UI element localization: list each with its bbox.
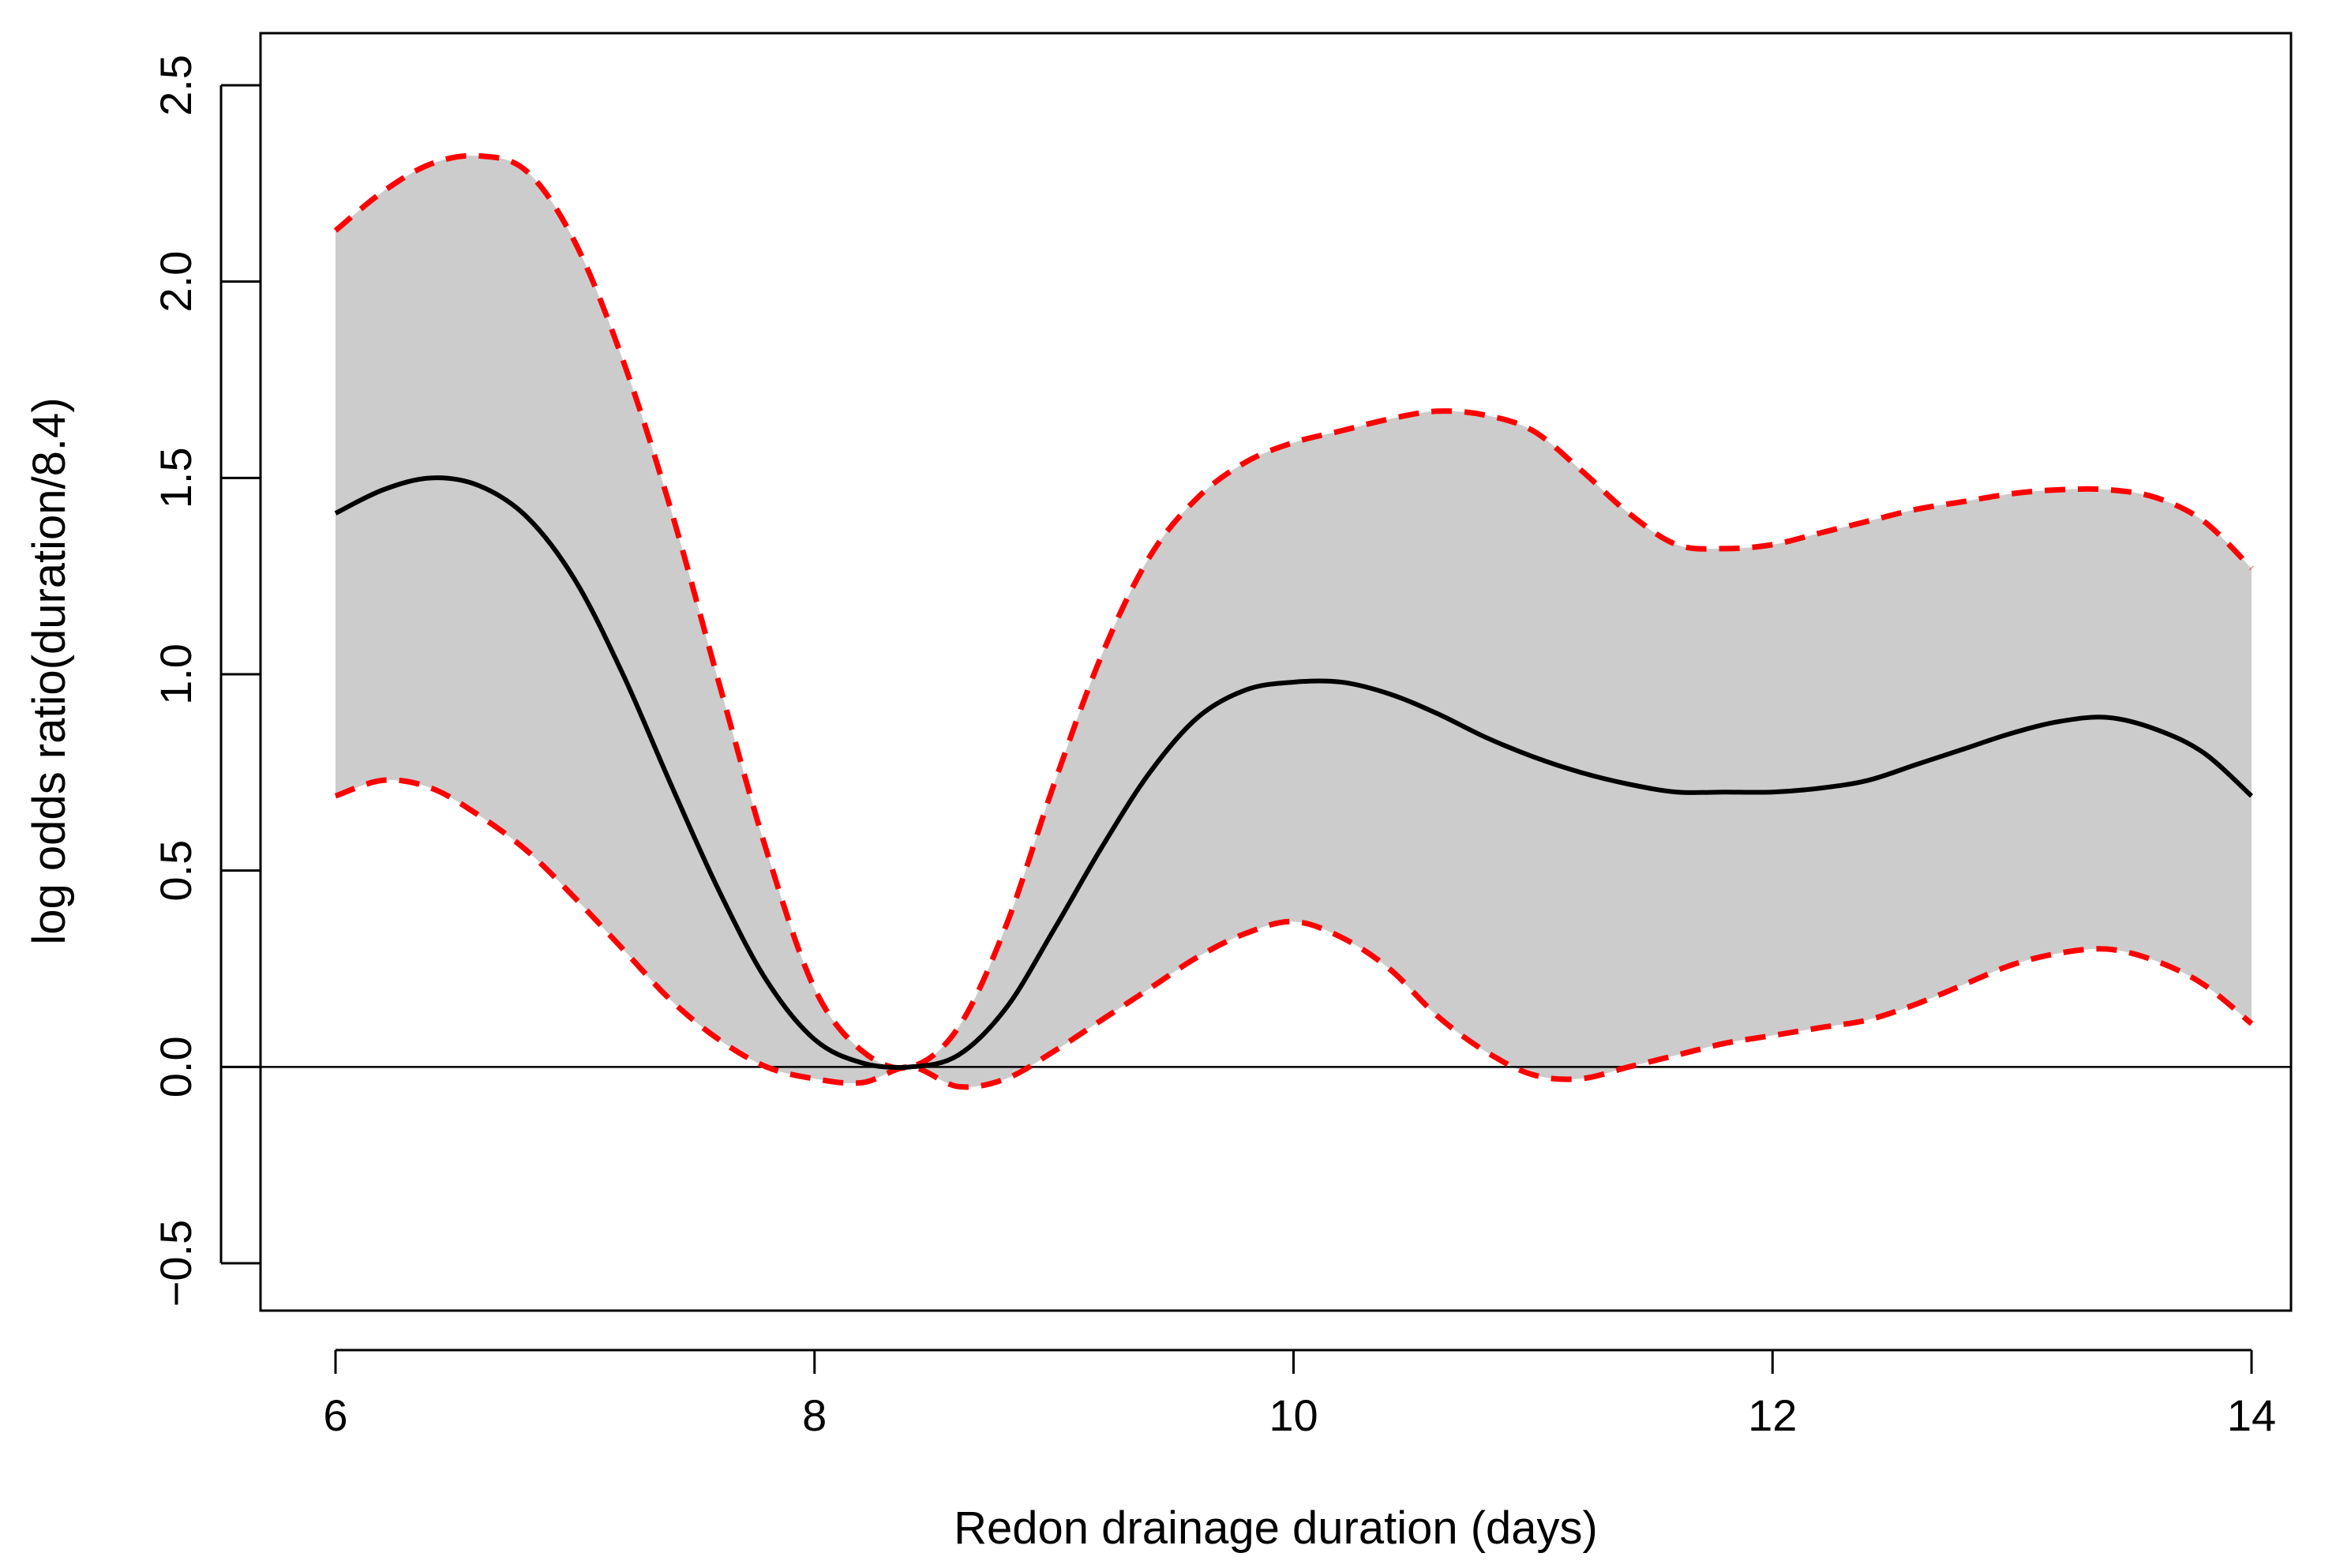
x-tick-label: 10 [1269, 1390, 1318, 1440]
y-tick-label: 2.0 [151, 251, 201, 313]
y-tick-label: 0.5 [151, 840, 201, 902]
plot-area [261, 152, 2291, 1090]
x-tick-label: 6 [323, 1390, 347, 1440]
lower-ci-line [334, 777, 2254, 1090]
estimate-line [334, 475, 2254, 1071]
y-tick-label: 0.0 [151, 1036, 201, 1097]
x-axis-title: Redon drainage duration (days) [954, 1502, 1598, 1554]
y-tick-label: −0.5 [151, 1220, 201, 1307]
confidence-band [336, 156, 2252, 1087]
y-tick-label: 1.0 [151, 643, 201, 705]
y-axis-title: log odds ratio(duration/8.4) [24, 397, 75, 944]
axes: 6 8 10 12 14 −0.5 0.0 0.5 1.0 1.5 2.0 2.5 [151, 54, 2276, 1440]
y-tick-label: 1.5 [151, 447, 201, 508]
x-tick-label: 12 [1748, 1390, 1797, 1440]
plot-frame [259, 32, 2293, 1312]
y-tick-label: 2.5 [151, 54, 201, 116]
x-tick-label: 14 [2227, 1390, 2276, 1440]
upper-ci-line [333, 152, 2254, 1071]
x-tick-label: 8 [802, 1390, 827, 1440]
